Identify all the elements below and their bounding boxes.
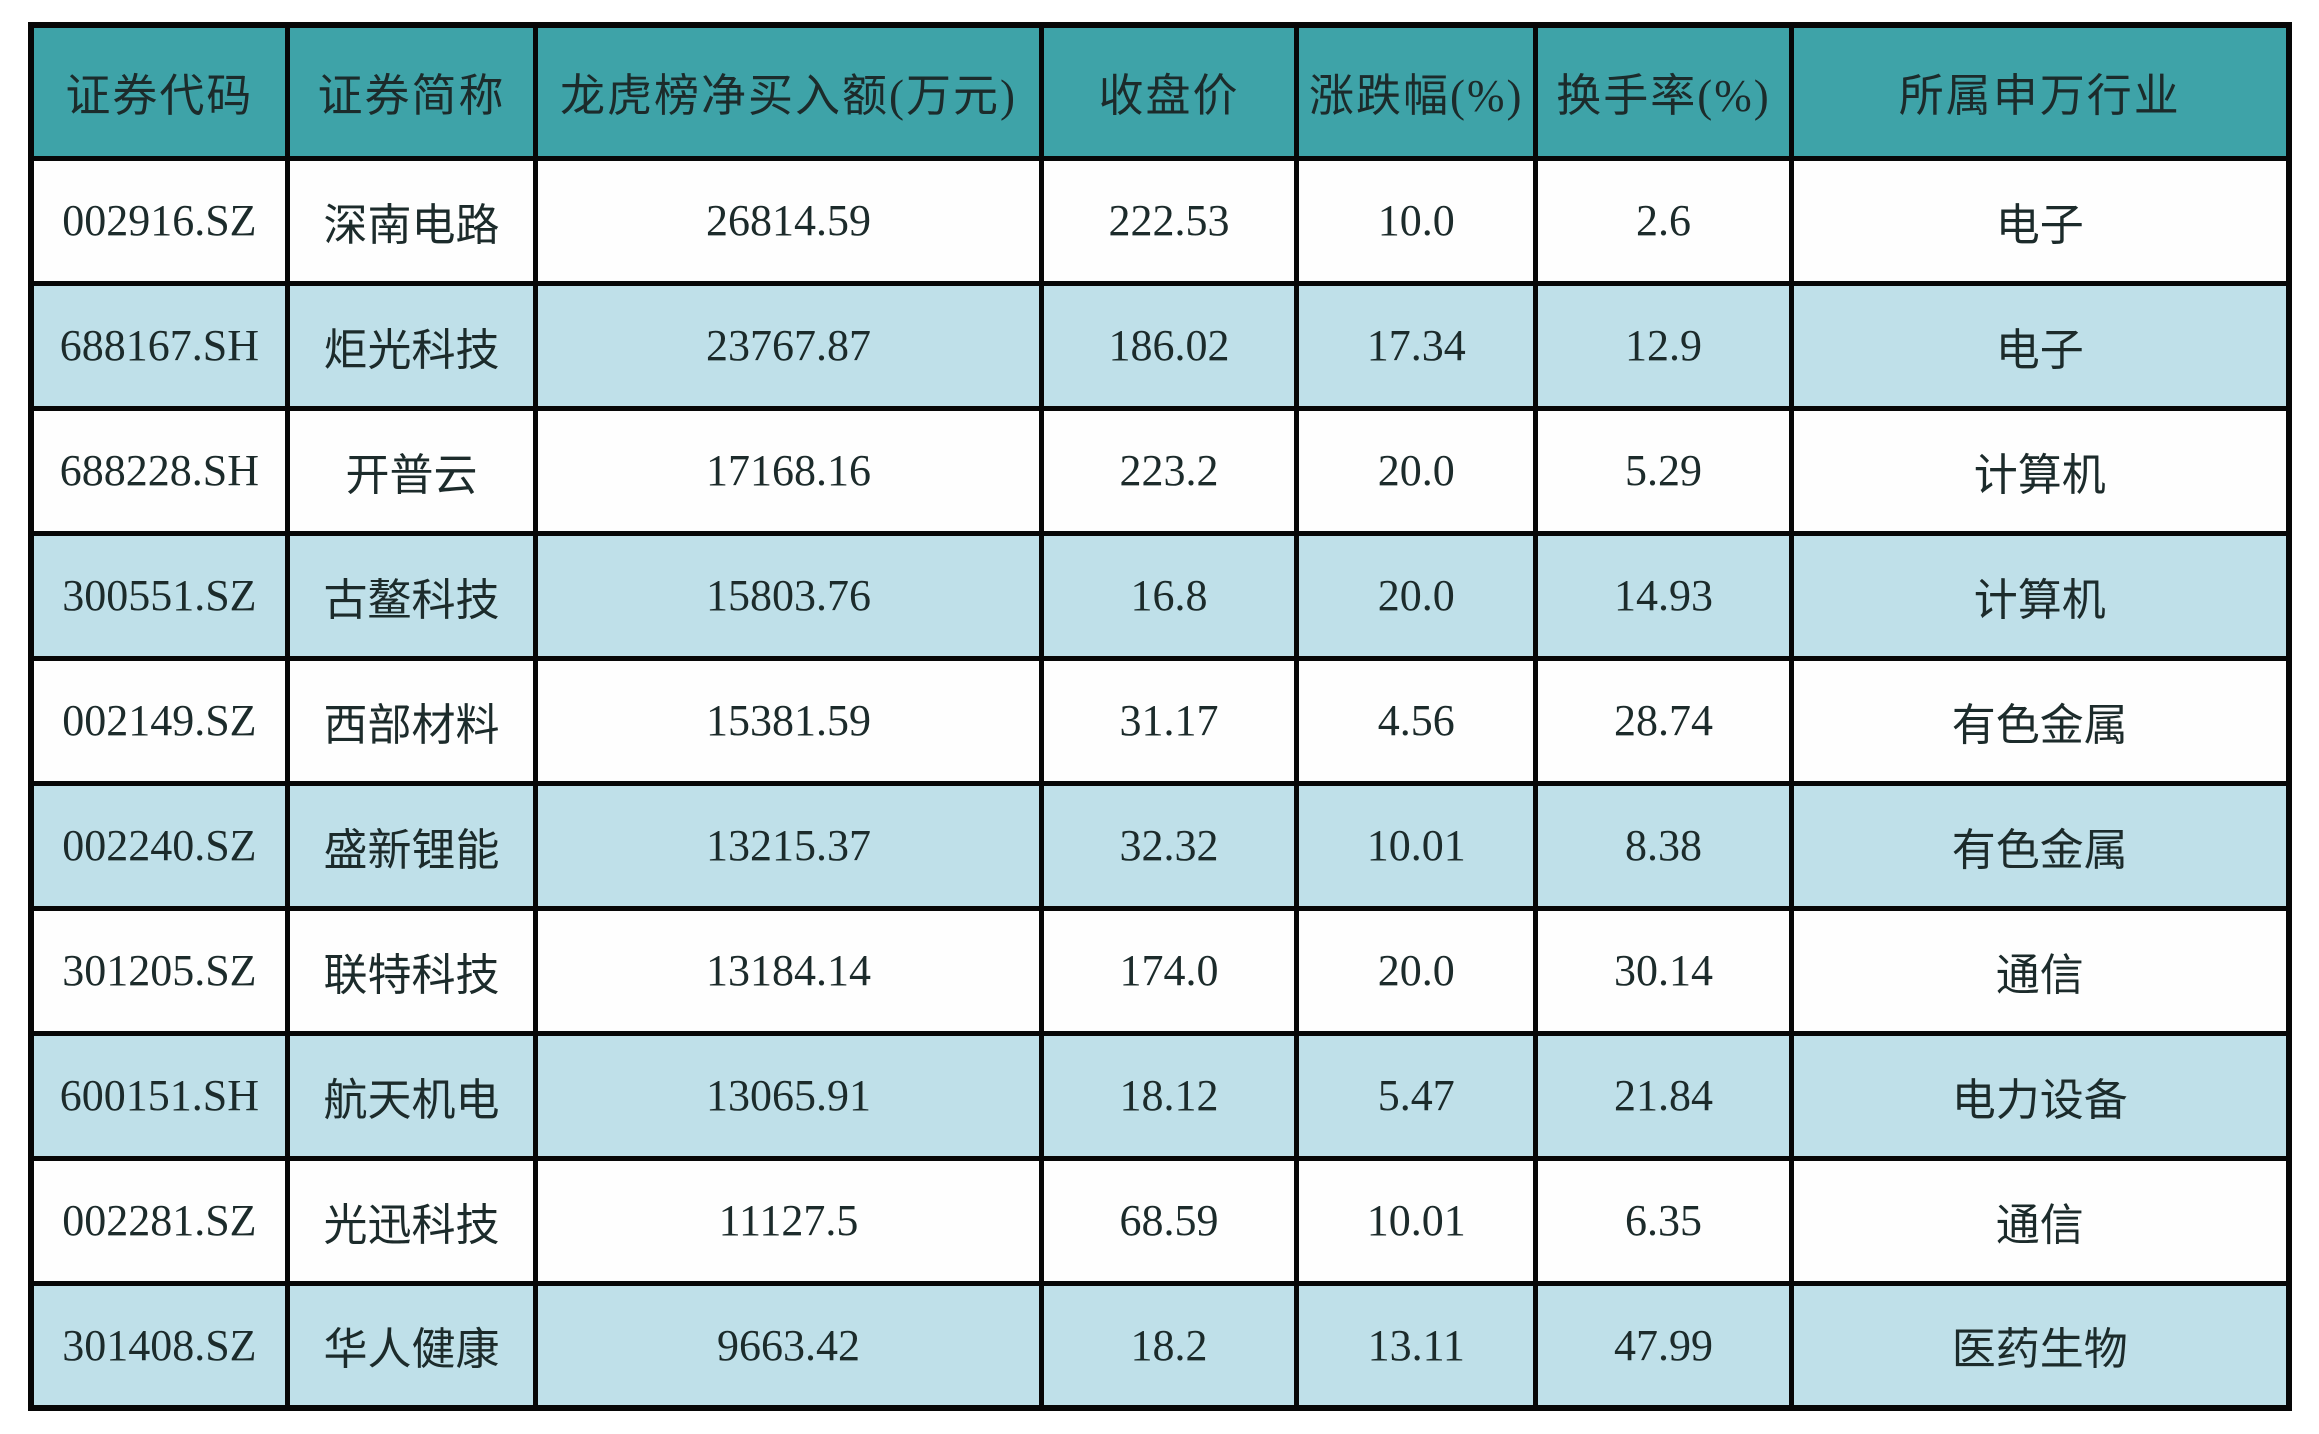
table-cell: 301408.SZ (28, 1280, 290, 1411)
table-cell: 通信 (1788, 1155, 2292, 1286)
table-cell: 30.14 (1533, 905, 1794, 1036)
table-cell: 电力设备 (1788, 1030, 2292, 1161)
table-cell: 12.9 (1533, 280, 1794, 411)
table-cell: 68.59 (1038, 1155, 1300, 1286)
table-cell: 301205.SZ (28, 905, 290, 1036)
table-cell: 医药生物 (1788, 1280, 2292, 1411)
table-cell: 174.0 (1038, 905, 1300, 1036)
table-cell: 32.32 (1038, 780, 1300, 911)
table-cell: 16.8 (1038, 530, 1300, 661)
table-cell: 电子 (1788, 155, 2292, 286)
table-cell: 17.34 (1294, 280, 1539, 411)
table-cell: 20.0 (1294, 905, 1539, 1036)
table-cell: 10.0 (1294, 155, 1539, 286)
table-cell: 古鳌科技 (284, 530, 539, 661)
column-header-1: 证券简称 (284, 22, 539, 161)
table-cell: 计算机 (1788, 405, 2292, 536)
table-cell: 18.2 (1038, 1280, 1300, 1411)
table-cell: 15803.76 (533, 530, 1044, 661)
table-cell: 6.35 (1533, 1155, 1794, 1286)
table-cell: 13184.14 (533, 905, 1044, 1036)
table-cell: 17168.16 (533, 405, 1044, 536)
table-cell: 002916.SZ (28, 155, 290, 286)
table-row: 688167.SH 炬光科技 23767.87 186.02 17.34 12.9 电子 (28, 280, 2292, 411)
table-cell: 联特科技 (284, 905, 539, 1036)
table-cell: 盛新锂能 (284, 780, 539, 911)
table-cell: 26814.59 (533, 155, 1044, 286)
table-cell: 222.53 (1038, 155, 1300, 286)
table-cell: 光迅科技 (284, 1155, 539, 1286)
table-cell: 002149.SZ (28, 655, 290, 786)
table-cell: 23767.87 (533, 280, 1044, 411)
table-cell: 15381.59 (533, 655, 1044, 786)
table-cell: 开普云 (284, 405, 539, 536)
table-cell: 10.01 (1294, 1155, 1539, 1286)
table-cell: 300551.SZ (28, 530, 290, 661)
table-cell: 18.12 (1038, 1030, 1300, 1161)
table-cell: 20.0 (1294, 530, 1539, 661)
table-row: 301408.SZ 华人健康 9663.42 18.2 13.11 47.99 医药生物 (28, 1280, 2292, 1411)
table-cell: 9663.42 (533, 1280, 1044, 1411)
column-header-0: 证券代码 (28, 22, 290, 161)
table-cell: 13065.91 (533, 1030, 1044, 1161)
table-cell: 223.2 (1038, 405, 1300, 536)
table-cell: 002240.SZ (28, 780, 290, 911)
table-cell: 2.6 (1533, 155, 1794, 286)
table-cell: 炬光科技 (284, 280, 539, 411)
table-cell: 计算机 (1788, 530, 2292, 661)
table-row: 002149.SZ 西部材料 15381.59 31.17 4.56 28.74 有色金属 (28, 655, 2292, 786)
header-row: 证券代码 证券简称 龙虎榜净买入额(万元) 收盘价 涨跌幅(%) 换手率(%) 所属申万行业 (28, 22, 2292, 161)
table-cell: 11127.5 (533, 1155, 1044, 1286)
table-row: 300551.SZ 古鳌科技 15803.76 16.8 20.0 14.93 计算机 (28, 530, 2292, 661)
table-cell: 21.84 (1533, 1030, 1794, 1161)
table-cell: 5.29 (1533, 405, 1794, 536)
table-row: 688228.SH 开普云 17168.16 223.2 20.0 5.29 计算机 (28, 405, 2292, 536)
table-cell: 47.99 (1533, 1280, 1794, 1411)
table-cell: 13.11 (1294, 1280, 1539, 1411)
table-cell: 28.74 (1533, 655, 1794, 786)
table-cell: 600151.SH (28, 1030, 290, 1161)
table-header: 证券代码 证券简称 龙虎榜净买入额(万元) 收盘价 涨跌幅(%) 换手率(%) 所属申万行业 (28, 22, 2292, 161)
table-row: 002916.SZ 深南电路 26814.59 222.53 10.0 2.6 电子 (28, 155, 2292, 286)
table-cell: 5.47 (1294, 1030, 1539, 1161)
table-cell: 深南电路 (284, 155, 539, 286)
table-cell: 有色金属 (1788, 780, 2292, 911)
table-row: 002281.SZ 光迅科技 11127.5 68.59 10.01 6.35 通信 (28, 1155, 2292, 1286)
table-cell: 通信 (1788, 905, 2292, 1036)
table-cell: 10.01 (1294, 780, 1539, 911)
table-cell: 002281.SZ (28, 1155, 290, 1286)
column-header-3: 收盘价 (1038, 22, 1300, 161)
table-cell: 31.17 (1038, 655, 1300, 786)
table-row: 002240.SZ 盛新锂能 13215.37 32.32 10.01 8.38 有色金属 (28, 780, 2292, 911)
table-cell: 186.02 (1038, 280, 1300, 411)
table-cell: 西部材料 (284, 655, 539, 786)
table-cell: 688228.SH (28, 405, 290, 536)
table-row: 600151.SH 航天机电 13065.91 18.12 5.47 21.84 电力设备 (28, 1030, 2292, 1161)
table-cell: 航天机电 (284, 1030, 539, 1161)
table-cell: 14.93 (1533, 530, 1794, 661)
column-header-6: 所属申万行业 (1788, 22, 2292, 161)
table-cell: 13215.37 (533, 780, 1044, 911)
table-cell: 华人健康 (284, 1280, 539, 1411)
table-row: 301205.SZ 联特科技 13184.14 174.0 20.0 30.14 通信 (28, 905, 2292, 1036)
table-cell: 20.0 (1294, 405, 1539, 536)
column-header-4: 涨跌幅(%) (1294, 22, 1539, 161)
table-cell: 电子 (1788, 280, 2292, 411)
table-cell: 4.56 (1294, 655, 1539, 786)
stock-table: 证券代码 证券简称 龙虎榜净买入额(万元) 收盘价 涨跌幅(%) 换手率(%) 所属申万行业… (28, 22, 2292, 1411)
table-cell: 8.38 (1533, 780, 1794, 911)
column-header-2: 龙虎榜净买入额(万元) (533, 22, 1044, 161)
table-cell: 688167.SH (28, 280, 290, 411)
table-cell: 有色金属 (1788, 655, 2292, 786)
column-header-5: 换手率(%) (1533, 22, 1794, 161)
table-body: 002916.SZ 深南电路 26814.59 222.53 10.0 2.6 电子 6881… (28, 155, 2292, 1411)
